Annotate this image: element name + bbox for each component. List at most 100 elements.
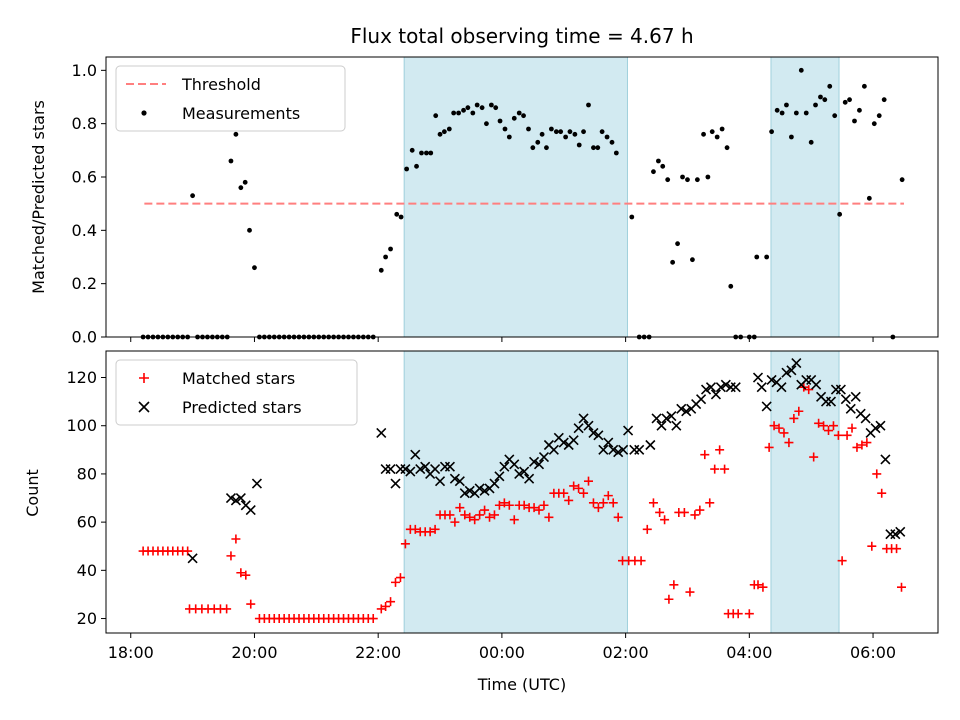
matched-stars-point: [475, 510, 485, 520]
x-tick-label: 02:00: [603, 643, 649, 662]
predicted-stars-point: [634, 444, 645, 455]
measurements-point: [572, 131, 578, 137]
top-panel-matched-ratio: Matched/Predicted stars 0.0 0.2 0.4 0.6 0.8 1…: [29, 56, 939, 347]
measurements-point: [441, 129, 447, 135]
bottom-panel-star-counts: Count 20 40 60 80 100 120 18:00 20:00 22:00 00:00…: [23, 350, 939, 662]
y-tick-label: 40: [77, 561, 97, 580]
predicted-stars-point: [430, 464, 441, 475]
measurements-point: [769, 129, 774, 135]
matched-stars-point: [529, 503, 539, 513]
predicted-stars-point: [629, 444, 640, 455]
x-tick-label: 20:00: [231, 643, 277, 662]
measurements-point: [409, 147, 415, 153]
matched-stars-point: [892, 544, 902, 554]
matched-stars-point: [544, 512, 554, 522]
predicted-stars-point: [651, 413, 662, 424]
measurements-point: [394, 211, 400, 217]
matched-stars-point: [494, 500, 504, 510]
matched-stars-point: [872, 469, 882, 479]
axes-frame: [105, 350, 939, 634]
predicted-stars-point: [464, 485, 475, 496]
matched-stars-point: [824, 426, 834, 436]
measurements-point: [680, 174, 685, 180]
measurements-point: [465, 105, 471, 111]
predicted-stars-point: [791, 357, 802, 369]
predicted-stars-point: [420, 461, 431, 472]
matched-stars-point: [222, 604, 232, 614]
matched-stars-point: [470, 515, 480, 525]
matched-stars-point: [715, 445, 725, 455]
matched-stars-point: [648, 498, 658, 508]
predicted-stars-point: [598, 444, 609, 455]
measurements-point: [822, 97, 828, 103]
matched-stars-point: [499, 498, 509, 508]
y-tick-label: 20: [77, 609, 97, 628]
matched-stars-point: [450, 517, 460, 527]
measurements-point: [651, 169, 656, 175]
measurements-point: [881, 97, 887, 103]
measurements-point: [803, 110, 809, 116]
measurements-point: [567, 129, 573, 135]
predicted-stars-point: [825, 396, 837, 407]
predicted-stars-point: [700, 384, 712, 395]
predicted-stars-point: [390, 478, 401, 489]
matched-stars-point: [390, 577, 400, 587]
matched-stars-point: [368, 614, 378, 624]
measurements-point: [899, 177, 905, 183]
matched-stars-point: [588, 498, 598, 508]
predicted-stars-point: [187, 553, 198, 564]
matched-stars-point: [386, 597, 396, 607]
matched-stars-point: [445, 510, 455, 520]
predicted-stars-point: [519, 466, 530, 477]
measurements-point: [599, 129, 605, 135]
matched-stars-point: [598, 498, 608, 508]
matched-stars-point: [679, 507, 689, 517]
legend-measurements-swatch: [141, 110, 147, 116]
measurements-point: [591, 145, 596, 151]
y-tick-label: 1.0: [72, 61, 97, 80]
matched-stars-point: [410, 524, 420, 534]
x-tick-label: 00:00: [479, 643, 525, 662]
measurements-point: [563, 134, 569, 140]
measurements-point: [813, 102, 818, 108]
measurements-point: [242, 179, 248, 185]
y-tick-label: 0.4: [72, 221, 97, 240]
measurements-point: [685, 177, 690, 183]
measurements-point: [818, 94, 823, 100]
predicted-stars-point: [376, 427, 387, 439]
measurements-point: [404, 166, 410, 172]
predicted-stars-point: [840, 394, 851, 405]
predicted-stars-point: [528, 456, 540, 467]
measurements-point: [586, 102, 591, 108]
predicted-stars-point: [548, 444, 559, 455]
matched-stars-point: [764, 442, 774, 452]
matched-stars-point: [455, 503, 465, 513]
measurements-point: [798, 67, 804, 73]
observing-window-band-2: [770, 56, 840, 338]
predicted-stars-point: [578, 413, 589, 424]
measurements-point: [837, 211, 843, 217]
matched-stars-point: [485, 512, 495, 522]
predicted-stars-point: [583, 420, 594, 431]
observing-window-band-1: [403, 56, 628, 338]
matched-stars-point: [593, 503, 603, 513]
measurements-point: [774, 107, 780, 113]
predicted-stars-point: [613, 447, 624, 458]
matched-stars-point: [430, 524, 440, 534]
predicted-stars-point: [666, 411, 677, 422]
x-tick-label: 22:00: [355, 643, 401, 662]
predicted-stars-point: [885, 529, 896, 540]
measurements-point: [728, 283, 734, 289]
predicted-stars-point: [776, 382, 787, 393]
predicted-stars-point: [568, 435, 579, 446]
measurements-point: [847, 97, 852, 103]
y-tick-label: 60: [77, 513, 97, 532]
predicted-stars-point: [405, 466, 416, 477]
measurements-point: [665, 177, 671, 183]
measurements-point: [714, 134, 720, 140]
legend-label: Matched stars: [182, 369, 295, 388]
measurements-point: [827, 83, 833, 89]
predicted-stars-point: [715, 382, 726, 393]
measurements-point: [484, 121, 489, 127]
matched-stars-point: [226, 551, 236, 561]
